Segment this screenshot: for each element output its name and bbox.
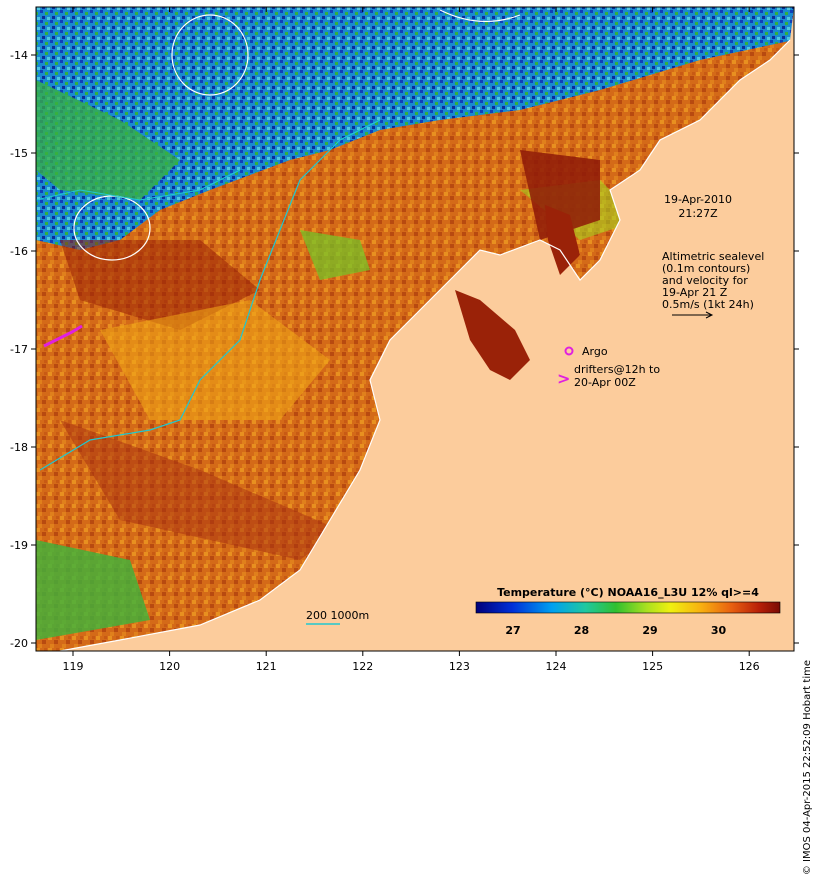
lat-tick-label: -15 bbox=[10, 147, 28, 160]
lon-tick-label: 126 bbox=[739, 660, 760, 673]
lon-tick-label: 120 bbox=[159, 660, 180, 673]
svg-text:200 1000m: 200 1000m bbox=[306, 609, 369, 622]
colorbar-tick-label: 28 bbox=[574, 624, 589, 637]
plot-frame bbox=[35, 6, 795, 652]
sealevel-contour bbox=[171, 14, 249, 96]
lon-tick-label: 122 bbox=[352, 660, 373, 673]
svg-text:Argo: Argo bbox=[582, 345, 608, 358]
lon-tick-label: 125 bbox=[642, 660, 663, 673]
colorbar-tick-label: 29 bbox=[642, 624, 657, 637]
lat-tick-label: -17 bbox=[10, 343, 28, 356]
lat-tick-label: -14 bbox=[10, 49, 28, 62]
cool-water-region bbox=[36, 7, 794, 250]
colorbar-ticks: 27 28 29 30 bbox=[505, 624, 726, 637]
bathymetry-legend: 200 1000m bbox=[306, 609, 369, 625]
altimetry-legend: Altimetric sealevel(0.1m contours)and ve… bbox=[662, 250, 764, 311]
longitude-axis: 119 120 121 122 123 124 125 126 bbox=[63, 7, 760, 673]
timestamp: 19-Apr-2010 21:27Z bbox=[664, 193, 732, 220]
map-plot bbox=[36, 7, 794, 651]
argo-marker-icon bbox=[564, 346, 574, 356]
drifter-marker-icon: > bbox=[557, 369, 570, 388]
svg-text:drifters@12h to: drifters@12h to bbox=[574, 363, 660, 376]
colorbar-title: Temperature (°C) NOAA16_L3U 12% ql>=4 bbox=[497, 586, 759, 599]
colorbar: Temperature (°C) NOAA16_L3U 12% ql>=4 27… bbox=[475, 586, 781, 637]
lat-tick-label: -18 bbox=[10, 441, 28, 454]
altimetry-legend-line: 19-Apr 21 Z bbox=[662, 286, 728, 299]
argo-legend: Argo bbox=[564, 345, 608, 358]
colorbar-gradient bbox=[475, 601, 781, 614]
altimetry-legend-line: Altimetric sealevel bbox=[662, 250, 764, 263]
lon-tick-label: 124 bbox=[546, 660, 567, 673]
lon-tick-label: 119 bbox=[63, 660, 84, 673]
svg-text:21:27Z: 21:27Z bbox=[678, 207, 718, 220]
latitude-axis: -14 -15 -16 -17 -18 -19 -20 bbox=[10, 49, 799, 650]
drifter-track bbox=[43, 324, 83, 348]
svg-text:19-Apr-2010: 19-Apr-2010 bbox=[664, 193, 732, 206]
drifters-legend: > drifters@12h to 20-Apr 00Z bbox=[557, 363, 660, 389]
bathymetry-contour bbox=[39, 119, 381, 471]
lon-tick-label: 123 bbox=[449, 660, 470, 673]
sealevel-contour bbox=[73, 195, 151, 261]
colorbar-tick-label: 30 bbox=[711, 624, 727, 637]
map-figure: Temperature (°C) NOAA16_L3U 12% ql>=4 27… bbox=[10, 6, 799, 673]
coastline bbox=[59, 39, 791, 651]
lat-tick-label: -20 bbox=[10, 637, 28, 650]
credit-text: © IMOS 04-Apr-2015 22:52:09 Hobart time bbox=[802, 660, 813, 875]
colorbar-tick-label: 27 bbox=[505, 624, 520, 637]
land bbox=[60, 7, 794, 651]
altimetry-legend-line: 0.5m/s (1kt 24h) bbox=[662, 298, 754, 311]
lon-tick-label: 121 bbox=[256, 660, 277, 673]
lat-tick-label: -16 bbox=[10, 245, 28, 258]
lat-tick-label: -19 bbox=[10, 539, 28, 552]
altimetry-legend-line: and velocity for bbox=[662, 274, 748, 287]
svg-text:20-Apr 00Z: 20-Apr 00Z bbox=[574, 376, 636, 389]
altimetry-legend-line: (0.1m contours) bbox=[662, 262, 750, 275]
